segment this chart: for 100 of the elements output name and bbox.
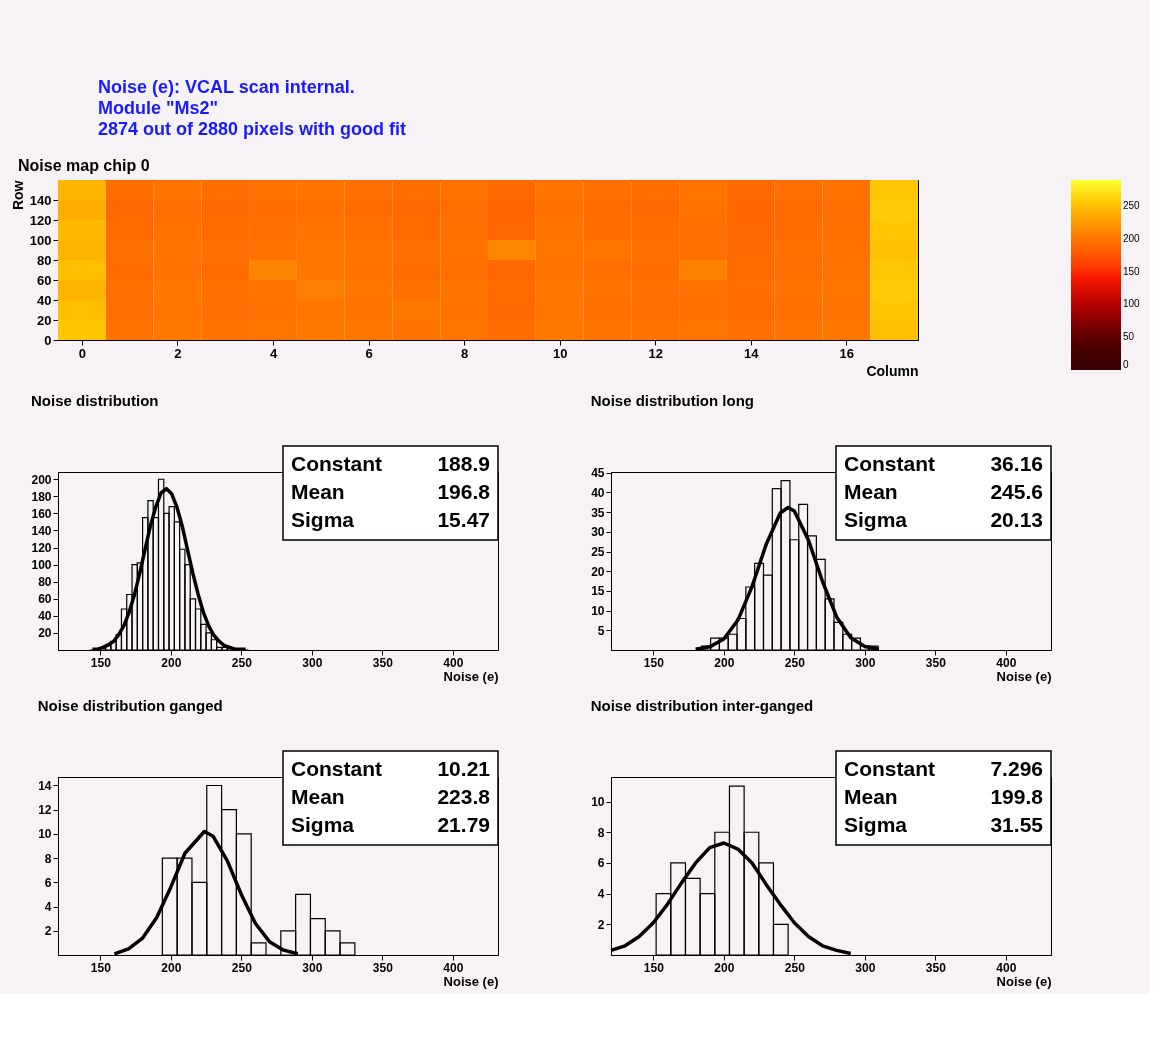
y-tick-label: 140: [31, 523, 52, 538]
text: Noise (e): VCAL scan internal.: [98, 77, 355, 97]
x-axis-title: Noise (e): [996, 973, 1052, 989]
color-bar-label: 150: [1123, 265, 1141, 277]
y-tick-label: 60: [38, 592, 52, 607]
annotation: Mean: [291, 785, 345, 808]
annotation: Constant: [844, 452, 935, 475]
annotation: Mean: [844, 480, 898, 503]
y-tick-label: 30: [591, 525, 605, 540]
x-tick-label: 16: [839, 345, 855, 361]
y-tick-label: 60: [37, 272, 52, 288]
annotation: Mean: [844, 785, 898, 808]
y-tick-label: 120: [31, 541, 52, 556]
y-tick-label: 120: [29, 212, 52, 228]
color-bar-label: 0: [1123, 359, 1129, 370]
y-tick-label: 5: [597, 623, 605, 638]
x-tick-label: 250: [784, 960, 806, 975]
x-axis-title: Noise (e): [443, 973, 499, 989]
annotation: Constant: [291, 757, 382, 780]
y-tick-label: 0: [44, 332, 52, 348]
annotation: 31.55: [990, 813, 1044, 836]
y-tick-label: 10: [591, 604, 605, 619]
x-tick-label: 250: [231, 960, 253, 975]
annotation: Constant: [844, 757, 935, 780]
annotation: 223.8: [437, 785, 491, 808]
text: 2874 out of 2880 pixels with good fit: [98, 119, 407, 139]
x-tick-label: 400: [996, 960, 1017, 975]
y-tick-label: 40: [37, 292, 52, 308]
chart-title: Noise distribution: [30, 392, 159, 410]
color-bar-label: 100: [1123, 298, 1141, 310]
x-tick-label: 150: [90, 655, 112, 670]
x-tick-label: 200: [714, 655, 735, 670]
y-tick-label: 6: [597, 856, 605, 871]
y-tick-label: 200: [31, 472, 52, 487]
x-tick-label: 350: [925, 655, 947, 670]
y-tick-label: 80: [37, 252, 52, 268]
x-axis-title: Noise (e): [443, 668, 499, 684]
y-tick-label: 2: [597, 917, 605, 932]
y-tick-label: 15: [591, 584, 605, 599]
y-tick-label: 20: [38, 626, 52, 641]
x-tick-label: 150: [90, 960, 112, 975]
annotation: 188.9: [437, 452, 490, 475]
y-tick-label: 14: [38, 778, 52, 793]
annotation: 196.8: [437, 480, 491, 503]
y-tick-label: 8: [44, 851, 52, 866]
chart-title: Noise distribution long: [590, 392, 754, 410]
y-tick-label: 25: [591, 545, 605, 560]
color-bar-label: 200: [1123, 232, 1141, 244]
y-tick-label: 80: [38, 575, 52, 590]
y-tick-label: 10: [38, 827, 52, 842]
y-tick-label: 40: [38, 609, 52, 624]
x-tick-label: 12: [648, 345, 663, 361]
x-tick-label: 300: [855, 960, 876, 975]
x-tick-label: 350: [372, 655, 394, 670]
x-tick-label: 250: [231, 655, 253, 670]
y-tick-label: 140: [29, 192, 52, 208]
y-tick-label: 4: [597, 887, 605, 902]
x-tick-label: 0: [78, 345, 87, 361]
color-bar-label: 50: [1123, 331, 1135, 343]
y-tick-label: 12: [38, 803, 52, 818]
y-tick-label: 10: [591, 795, 605, 810]
y-tick-label: 20: [591, 564, 605, 579]
annotation: 15.47: [437, 508, 490, 531]
x-tick-label: 150: [643, 655, 665, 670]
y-tick-label: 180: [31, 489, 52, 504]
x-tick-label: 300: [855, 655, 876, 670]
annotation: 245.6: [990, 480, 1043, 503]
y-tick-label: 45: [591, 466, 605, 481]
x-tick-label: 350: [925, 960, 947, 975]
x-tick-label: 250: [784, 655, 806, 670]
y-tick-label: 8: [597, 825, 605, 840]
color-bar-label: 250: [1123, 200, 1141, 212]
annotation: Sigma: [844, 813, 908, 836]
x-tick-label: 6: [365, 345, 373, 361]
chart-title: Noise distribution inter-ganged: [590, 697, 814, 715]
y-tick-label: 35: [591, 505, 605, 520]
x-tick-label: 350: [372, 960, 394, 975]
annotation: Mean: [291, 480, 345, 503]
x-tick-label: 200: [161, 655, 182, 670]
x-tick-label: 8: [460, 345, 469, 361]
x-axis-title: Noise (e): [996, 668, 1052, 684]
x-tick-label: 200: [161, 960, 182, 975]
annotation: Sigma: [291, 508, 355, 531]
y-tick-label: 2: [44, 924, 52, 939]
x-tick-label: 4: [269, 345, 278, 361]
x-tick-label: 200: [714, 960, 735, 975]
y-tick-label: 160: [31, 506, 52, 521]
y-tick-label: 40: [591, 485, 605, 500]
annotation: 199.8: [990, 785, 1044, 808]
x-tick-label: 400: [996, 655, 1017, 670]
y-tick-label: 4: [44, 900, 52, 915]
x-tick-label: 14: [744, 345, 760, 361]
x-axis-title: Column: [866, 362, 919, 379]
annotation: Sigma: [844, 508, 908, 531]
annotation: Constant: [291, 452, 382, 475]
annotation: 20.13: [990, 508, 1043, 531]
y-tick-label: 6: [44, 875, 52, 890]
y-tick-label: 100: [29, 232, 52, 248]
x-tick-label: 300: [302, 655, 323, 670]
y-tick-label: 100: [31, 558, 52, 573]
